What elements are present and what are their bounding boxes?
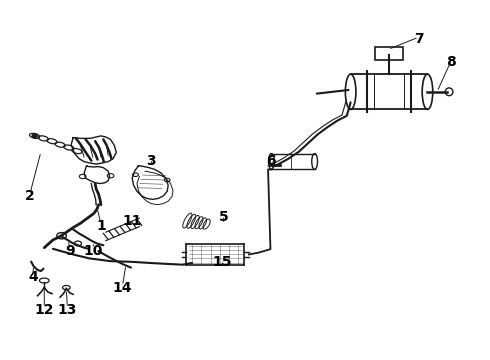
Text: 11: 11 (122, 213, 142, 228)
Text: 6: 6 (267, 154, 276, 168)
Text: 9: 9 (65, 244, 74, 257)
Text: 4: 4 (28, 270, 38, 284)
Text: 3: 3 (147, 154, 156, 168)
Text: 14: 14 (113, 280, 132, 294)
Bar (375, 47, 403, 60)
Text: 10: 10 (83, 244, 102, 257)
Text: 8: 8 (446, 55, 456, 69)
Text: 15: 15 (213, 255, 232, 269)
Circle shape (32, 134, 37, 138)
Text: 5: 5 (219, 210, 228, 224)
Text: 2: 2 (25, 189, 35, 203)
Text: 7: 7 (414, 32, 424, 46)
Text: 13: 13 (58, 303, 77, 317)
Text: 12: 12 (34, 303, 54, 317)
Text: 1: 1 (96, 219, 106, 233)
